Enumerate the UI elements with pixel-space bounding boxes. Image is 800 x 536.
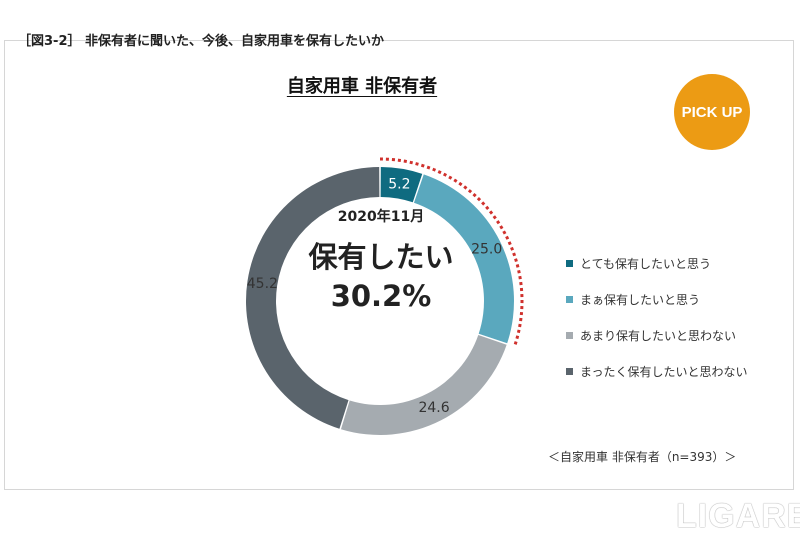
pick-up-badge: PICK UP [674,74,750,150]
figure-title: ［図3-2］ 非保有者に聞いた、今後、自家用車を保有したいか [18,34,385,49]
sample-note: ＜自家用車 非保有者（n=393）＞ [548,450,737,464]
slice-value-label: 45.2 [247,276,278,292]
legend-swatch [566,259,573,267]
donut-slice [413,174,514,344]
legend-item: まったく保有したいと思わない [566,361,748,381]
legend-swatch [566,367,573,375]
donut-slice [380,167,423,203]
legend-item: あまり保有したいと思わない [566,325,748,345]
slice-value-label: 25.0 [471,241,502,257]
center-label: 保有したい [308,240,454,274]
highlight-dotted-arc [379,157,524,348]
chart-title: 自家用車 非保有者 [286,76,438,97]
slice-value-label: 24.6 [418,400,449,416]
center-value: 30.2% [330,279,432,313]
legend-label: あまり保有したいと思わない [580,328,737,343]
legend-label: まったく保有したいと思わない [580,364,748,379]
legend-label: とても保有したいと思う [580,256,712,271]
ligare-logo: LIGARE [676,497,800,535]
legend-swatch [566,295,573,303]
legend-swatch [566,331,573,339]
legend: とても保有したいと思う まぁ保有したいと思う あまり保有したいと思わない まった… [566,253,748,397]
slice-value-label: 5.2 [388,177,410,193]
legend-label: まぁ保有したいと思う [580,292,701,307]
legend-item: まぁ保有したいと思う [566,289,748,309]
legend-item: とても保有したいと思う [566,253,748,273]
center-date: 2020年11月 [337,209,425,225]
donut-slice [246,167,380,429]
donut-slice [340,334,507,435]
